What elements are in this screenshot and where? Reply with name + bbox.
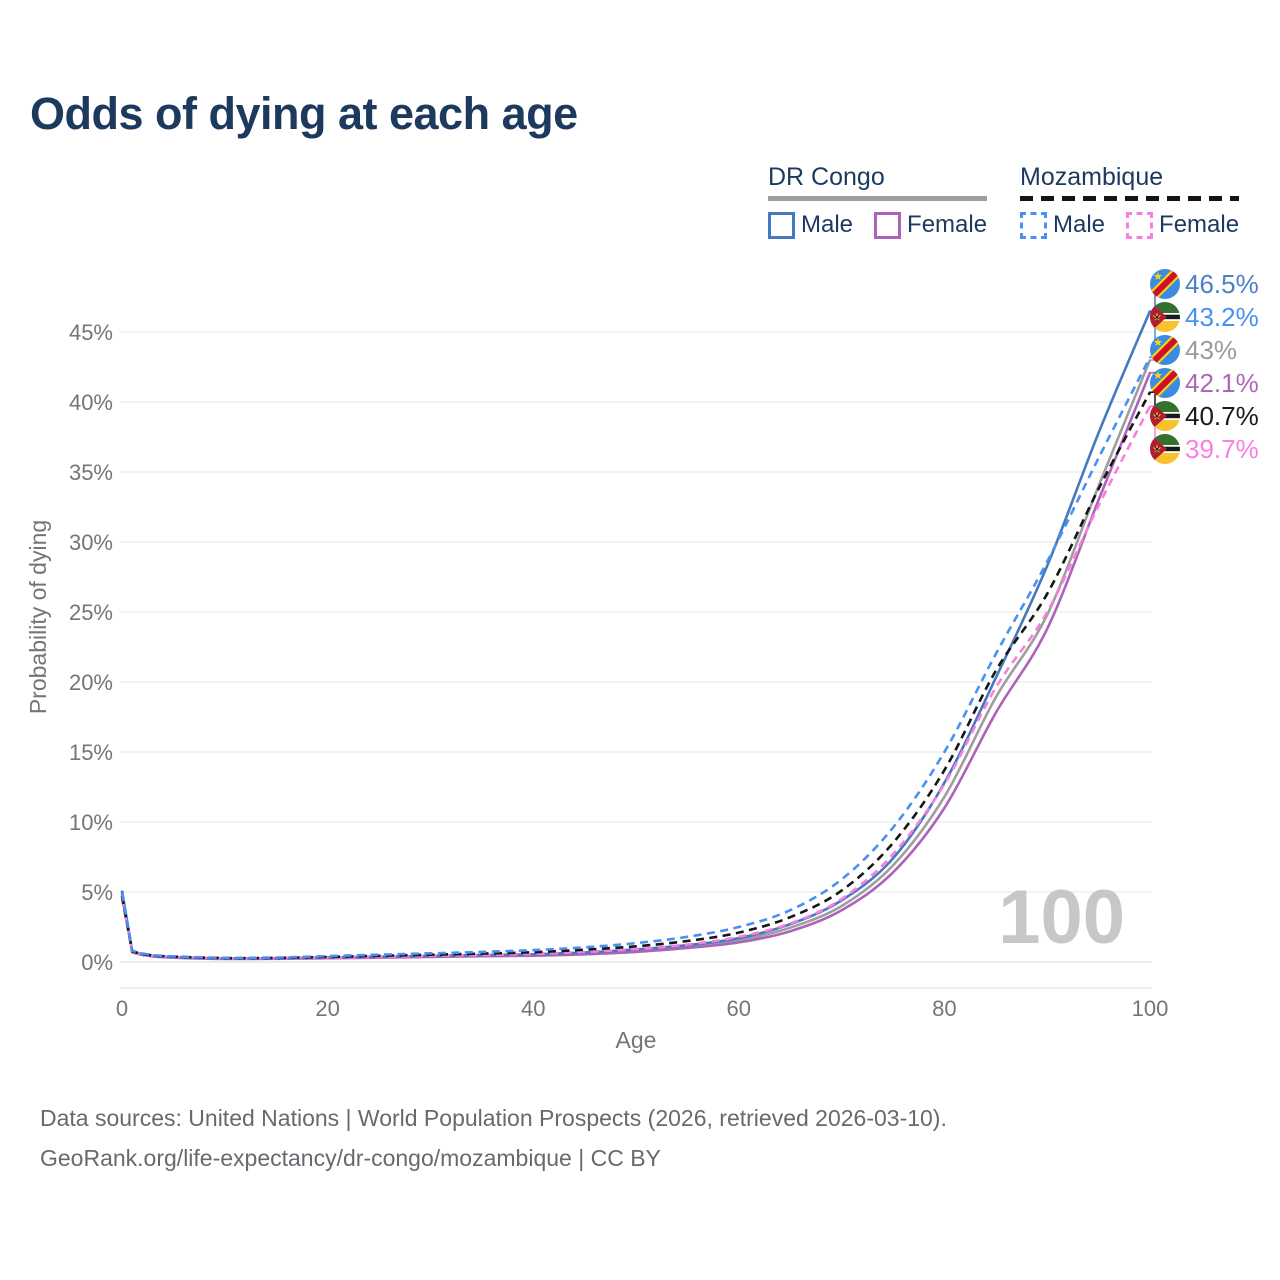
legend-swatch xyxy=(768,211,795,239)
y-tick-label: 35% xyxy=(69,460,113,485)
x-tick-label: 60 xyxy=(727,996,751,1021)
end-label-value: 39.7% xyxy=(1185,434,1259,464)
end-label-value: 40.7% xyxy=(1185,401,1259,431)
y-tick-label: 15% xyxy=(69,740,113,765)
mozambique-flag-icon xyxy=(1150,302,1180,332)
x-axis-title: Age xyxy=(616,1027,657,1053)
legend-swatch xyxy=(1126,211,1154,239)
legend-item-label: Female xyxy=(907,211,988,238)
legend-item-mozambique-female[interactable]: Female xyxy=(1126,211,1239,239)
dr-congo-flag-icon xyxy=(1150,368,1180,398)
y-tick-label: 25% xyxy=(69,600,113,625)
legend-item-label: Male xyxy=(801,211,854,238)
end-label-value: 46.5% xyxy=(1185,269,1259,299)
y-tick-label: 0% xyxy=(81,950,113,975)
legend-swatch xyxy=(874,211,902,239)
end-label-row: 46.5% xyxy=(1150,269,1259,299)
y-axis-title: Probability of dying xyxy=(25,520,51,714)
end-label-value: 43% xyxy=(1185,335,1238,365)
chart-title: Odds of dying at each age xyxy=(30,88,578,139)
end-label-row: 43% xyxy=(1150,335,1237,365)
y-tick-label: 45% xyxy=(69,320,113,345)
mozambique-flag-icon xyxy=(1150,434,1180,464)
legend-group-title[interactable]: Mozambique xyxy=(1020,163,1164,191)
legend-both-sexes-swatch-dashed[interactable] xyxy=(1020,196,1240,201)
series-line-mozambique-both[interactable] xyxy=(120,391,1152,960)
footer-data-sources: Data sources: United Nations | World Pop… xyxy=(40,1105,947,1131)
end-label-row: 40.7% xyxy=(1150,401,1259,431)
x-tick-label: 40 xyxy=(521,996,545,1021)
dr-congo-flag-icon xyxy=(1150,269,1180,299)
y-tick-label: 40% xyxy=(69,390,113,415)
legend-item-mozambique-male[interactable]: Male xyxy=(1020,211,1105,239)
series-line-dr-congo-male[interactable] xyxy=(120,310,1152,960)
legend-both-sexes-swatch-solid[interactable] xyxy=(768,196,988,201)
legend-items: Male Female xyxy=(1020,211,1239,239)
legend: DR Congo Male Female Mozambique Male Female xyxy=(0,163,1280,243)
legend-item-label: Male xyxy=(1053,211,1106,238)
legend-group-title[interactable]: DR Congo xyxy=(768,163,885,191)
legend-items: Male Female xyxy=(768,211,987,239)
legend-item-label: Female xyxy=(1159,211,1240,238)
legend-group-dr-congo: DR Congo Male Female xyxy=(768,163,988,239)
end-label-row: 43.2% xyxy=(1150,302,1259,332)
end-label-row: 39.7% xyxy=(1150,434,1259,464)
hover-age-watermark: 100 xyxy=(998,875,1125,960)
series-line-mozambique-male[interactable] xyxy=(120,356,1152,960)
y-tick-label: 30% xyxy=(69,530,113,555)
x-tick-label: 20 xyxy=(315,996,339,1021)
legend-group-mozambique: Mozambique Male Female xyxy=(1020,163,1240,239)
end-label-row: 42.1% xyxy=(1150,368,1259,398)
legend-swatch xyxy=(1020,211,1047,239)
end-label-value: 43.2% xyxy=(1185,302,1259,332)
y-tick-label: 5% xyxy=(81,880,113,905)
footer: Data sources: United Nations | World Pop… xyxy=(40,1098,947,1178)
y-tick-label: 10% xyxy=(69,810,113,835)
legend-item-dr-congo-male[interactable]: Male xyxy=(768,211,853,239)
series-line-dr-congo-both[interactable] xyxy=(120,359,1152,961)
x-tick-label: 80 xyxy=(932,996,956,1021)
x-tick-label: 100 xyxy=(1132,996,1169,1021)
mozambique-flag-icon xyxy=(1150,401,1180,431)
series-line-dr-congo-female[interactable] xyxy=(120,372,1152,961)
series-line-mozambique-female[interactable] xyxy=(120,405,1152,960)
x-tick-label: 0 xyxy=(116,996,128,1021)
dr-congo-flag-icon xyxy=(1150,335,1180,365)
y-tick-label: 20% xyxy=(69,670,113,695)
legend-item-dr-congo-female[interactable]: Female xyxy=(874,211,987,239)
footer-url: GeoRank.org/life-expectancy/dr-congo/moz… xyxy=(40,1145,661,1171)
end-label-value: 42.1% xyxy=(1185,368,1259,398)
